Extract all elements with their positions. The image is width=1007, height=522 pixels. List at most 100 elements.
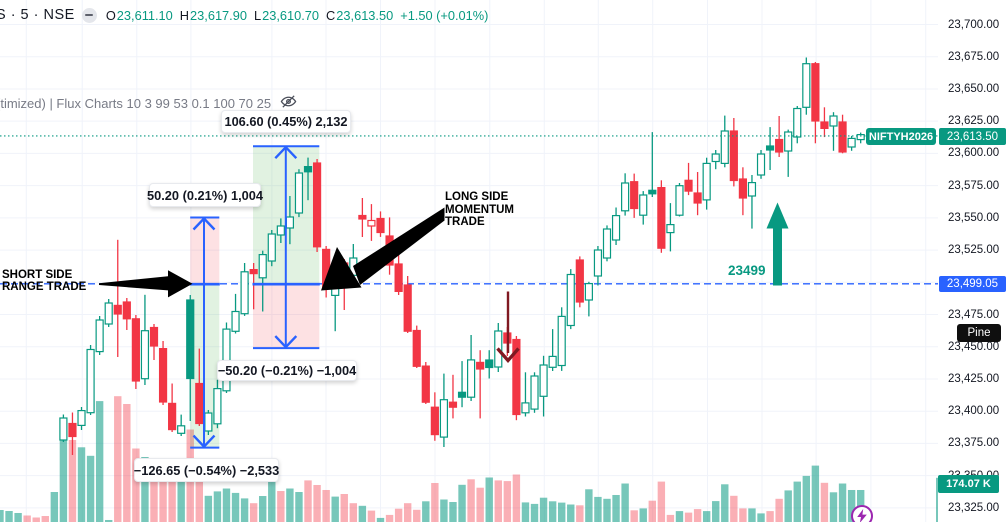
price-axis[interactable]: 23,700.00 23,675.00 23,650.00 23,625.00 23,6… — [938, 0, 1007, 522]
candle-body[interactable] — [394, 263, 403, 293]
candle-body[interactable] — [285, 216, 294, 229]
candle-body[interactable] — [557, 315, 566, 367]
candle-body[interactable] — [575, 259, 584, 303]
candle-body[interactable] — [485, 359, 494, 369]
candle-body[interactable] — [258, 253, 267, 279]
indicator-legend[interactable]: (timized) | Flux Charts 10 3 99 53 0.1 1… — [0, 95, 297, 111]
candle-body[interactable] — [213, 388, 222, 425]
candle-body[interactable] — [439, 399, 449, 438]
candle-body[interactable] — [702, 162, 711, 201]
candle-body[interactable] — [738, 178, 748, 199]
candle-body[interactable] — [611, 214, 621, 241]
candle-body[interactable] — [784, 131, 793, 152]
candle-body[interactable] — [113, 304, 122, 315]
candle-body[interactable] — [294, 172, 304, 214]
candle-body[interactable] — [312, 162, 322, 248]
candle-body[interactable] — [457, 391, 467, 398]
candle-body[interactable] — [95, 319, 104, 353]
candle-body[interactable] — [412, 329, 421, 367]
short-side-arrow[interactable] — [99, 270, 193, 298]
candle-body[interactable] — [149, 326, 159, 347]
minus-circle-icon[interactable] — [81, 7, 97, 23]
candle-body[interactable] — [711, 153, 720, 163]
candle-body[interactable] — [811, 63, 820, 122]
long-side-arrow-shaft[interactable] — [353, 207, 445, 286]
indicator-title[interactable]: (timized) | Flux Charts 10 3 99 53 0.1 1… — [0, 95, 272, 111]
symbol-legend[interactable]: S · 5 · NSE O 23,611.10 H 23,617.90 L 23… — [0, 4, 495, 26]
candle-body[interactable] — [421, 365, 430, 403]
candle-body[interactable] — [204, 412, 213, 432]
candle-body[interactable] — [838, 121, 847, 153]
candle-body[interactable] — [303, 165, 313, 173]
candle-body[interactable] — [59, 417, 68, 441]
candle-body[interactable] — [756, 153, 766, 176]
candle-body[interactable] — [231, 310, 240, 332]
candle-body[interactable] — [793, 107, 802, 138]
candle-body[interactable] — [267, 233, 276, 262]
candle-body[interactable] — [376, 217, 385, 234]
candle-body[interactable] — [104, 302, 113, 325]
candle-body[interactable] — [177, 425, 186, 434]
candle-body[interactable] — [430, 406, 439, 436]
candle-body[interactable] — [639, 194, 648, 216]
candle-body[interactable] — [775, 138, 784, 153]
candle-body[interactable] — [68, 422, 77, 438]
candle-body[interactable] — [675, 185, 684, 216]
candle-body[interactable] — [621, 182, 630, 212]
eye-off-icon[interactable] — [280, 93, 297, 113]
candle-body[interactable] — [684, 179, 693, 192]
candle-body[interactable] — [593, 249, 603, 277]
measure-label-left-bottom[interactable]: −126.65 (−0.54%) −2,533 — [134, 458, 279, 482]
candle-body[interactable] — [630, 181, 639, 210]
candle-body[interactable] — [802, 63, 811, 108]
long-side-annotation[interactable]: LONG SIDE MOMENTUM TRADE — [445, 191, 514, 229]
candle-body[interactable] — [186, 299, 195, 380]
candle-body[interactable] — [530, 375, 539, 410]
symbol-price-label[interactable]: NIFTYH2026 — [866, 128, 936, 145]
measure-label-right-bottom[interactable]: −50.20 (−0.21%) −1,004 — [217, 360, 357, 381]
candle-body[interactable] — [131, 318, 140, 382]
candle-body[interactable] — [521, 402, 530, 414]
candle-body[interactable] — [168, 402, 177, 431]
candle-body[interactable] — [122, 301, 131, 320]
candle-body[interactable] — [448, 401, 458, 408]
candle-body[interactable] — [358, 214, 367, 220]
candle-body[interactable] — [829, 115, 838, 127]
candle-body[interactable] — [77, 409, 86, 427]
candle-body[interactable] — [720, 130, 729, 165]
candle-body[interactable] — [222, 328, 231, 392]
candle-body[interactable] — [195, 382, 204, 425]
candle-body[interactable] — [765, 145, 775, 151]
candle-body[interactable] — [548, 355, 557, 368]
candle-body[interactable] — [693, 192, 702, 204]
candle-body[interactable] — [747, 181, 757, 197]
candle-body[interactable] — [240, 271, 249, 315]
level-price-annotation[interactable]: 23499 — [728, 263, 766, 278]
last-price-badge[interactable]: 23,613.50 — [939, 128, 1006, 145]
candle-body[interactable] — [476, 361, 485, 370]
candle-body[interactable] — [729, 130, 738, 182]
candle-body[interactable] — [276, 225, 285, 236]
candle-body[interactable] — [367, 219, 376, 227]
measure-label-right-top[interactable]: 106.60 (0.45%) 2,132 — [221, 110, 351, 133]
candle-body[interactable] — [158, 348, 168, 403]
candle-body[interactable] — [602, 228, 612, 259]
candle-body[interactable] — [249, 269, 258, 275]
candle-body[interactable] — [566, 273, 575, 327]
instant-trading-button[interactable] — [851, 505, 873, 522]
long-side-arrow-head[interactable] — [321, 247, 362, 291]
candle-body[interactable] — [86, 348, 95, 414]
candle-body[interactable] — [512, 338, 521, 416]
candle-body[interactable] — [403, 284, 412, 332]
candle-body[interactable] — [657, 186, 666, 249]
candle-body[interactable] — [847, 137, 856, 148]
candle-body[interactable] — [666, 224, 675, 234]
candle-body[interactable] — [467, 359, 476, 398]
candle-body[interactable] — [856, 134, 865, 141]
candle-body[interactable] — [648, 189, 657, 195]
short-side-annotation[interactable]: SHORT SIDE RANGE TRADE — [2, 269, 86, 294]
symbol-title[interactable]: S · 5 · NSE — [0, 7, 75, 23]
measure-label-left-top[interactable]: 50.20 (0.21%) 1,004 — [147, 183, 263, 207]
green-up-arrow[interactable] — [766, 202, 789, 286]
